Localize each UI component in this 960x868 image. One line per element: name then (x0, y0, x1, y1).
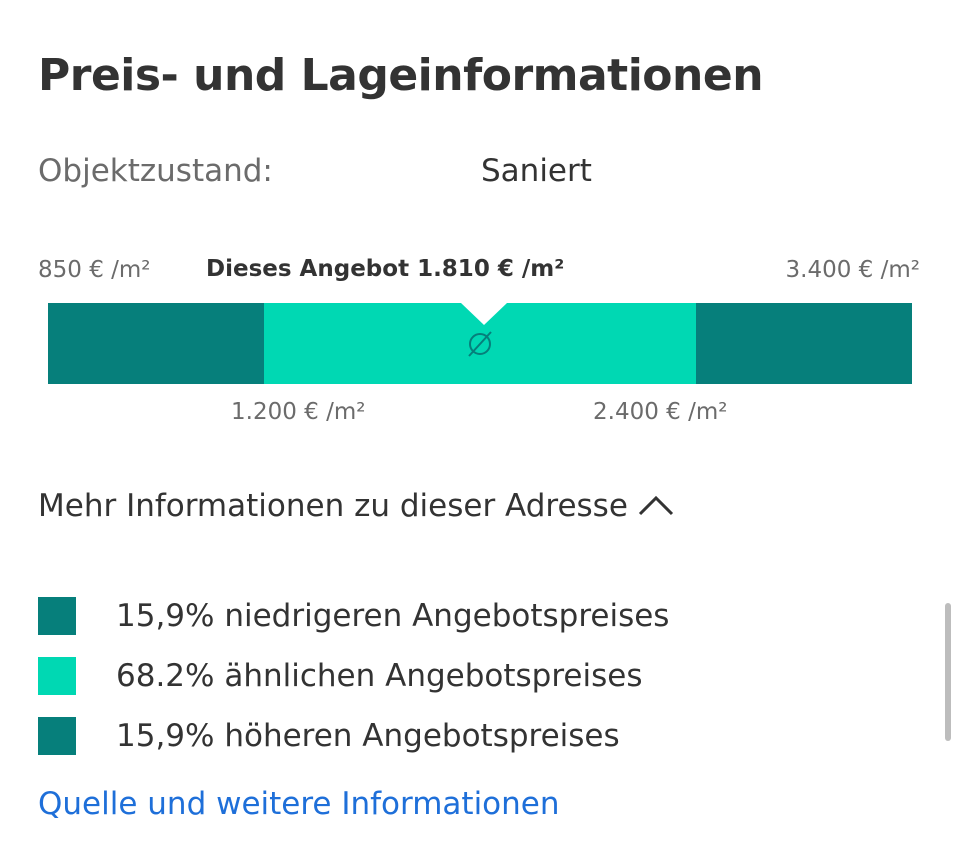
condition-label: Objektzustand: (38, 153, 273, 189)
legend-swatch-high (38, 717, 76, 755)
legend-label-similar: 68.2% ähnlichen Angebotspreises (116, 658, 643, 694)
price-max-label: 3.400 € /m² (785, 257, 920, 283)
offer-position-marker (460, 303, 507, 325)
price-upper-bound-label: 2.400 € /m² (593, 399, 728, 425)
condition-value: Saniert (481, 153, 592, 189)
legend-swatch-low (38, 597, 76, 635)
chevron-up-icon (638, 495, 673, 516)
section-title: Preis- und Lageinformationen (38, 50, 764, 101)
legend-item-similar: 68.2% ähnlichen Angebotspreises (38, 646, 669, 706)
price-segment-high (696, 303, 912, 384)
legend: 15,9% niedrigeren Angebotspreises 68.2% … (38, 586, 669, 766)
price-min-label: 850 € /m² (38, 257, 151, 283)
more-info-label: Mehr Informationen zu dieser Adresse (38, 488, 628, 524)
average-diameter-icon (468, 330, 492, 357)
legend-swatch-similar (38, 657, 76, 695)
legend-item-high: 15,9% höheren Angebotspreises (38, 706, 669, 766)
price-segment-low (48, 303, 264, 384)
more-info-toggle[interactable]: Mehr Informationen zu dieser Adresse (38, 488, 674, 524)
scrollbar[interactable] (945, 603, 951, 741)
legend-item-low: 15,9% niedrigeren Angebotspreises (38, 586, 669, 646)
legend-label-high: 15,9% höheren Angebotspreises (116, 718, 620, 754)
offer-price-label: Dieses Angebot 1.810 € /m² (206, 256, 565, 282)
price-lower-bound-label: 1.200 € /m² (231, 399, 366, 425)
legend-label-low: 15,9% niedrigeren Angebotspreises (116, 598, 670, 634)
source-info-link[interactable]: Quelle und weitere Informationen (38, 786, 560, 822)
